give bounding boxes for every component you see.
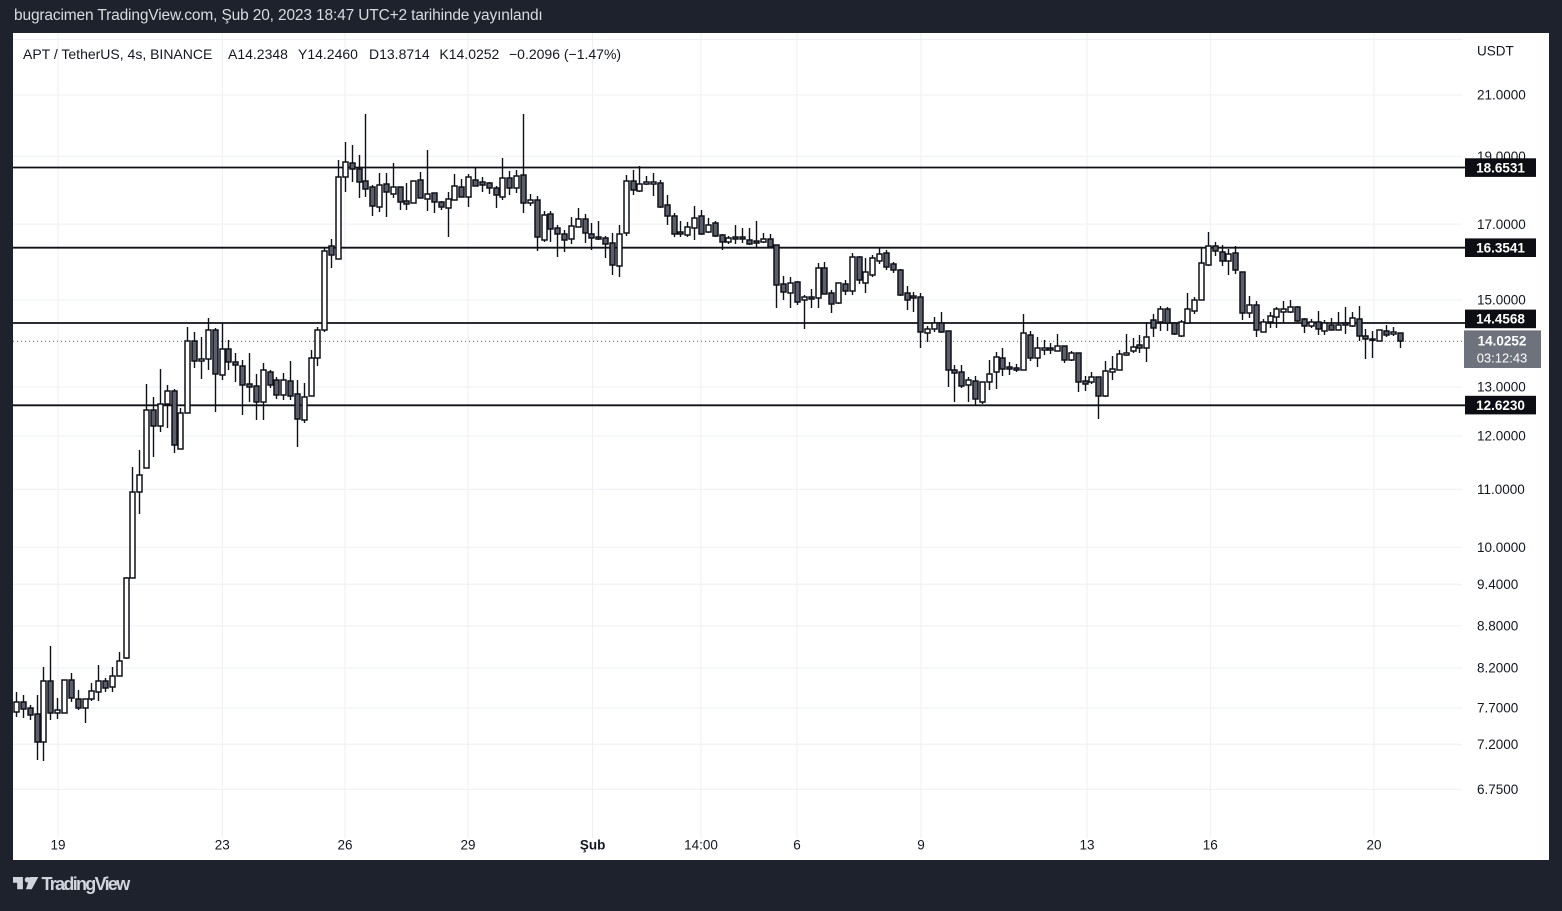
svg-text:7.2000: 7.2000 [1477, 737, 1518, 752]
svg-text:16.3541: 16.3541 [1476, 241, 1525, 256]
svg-text:APT / TetherUS, 4s, BINANCE: APT / TetherUS, 4s, BINANCE [23, 46, 212, 62]
svg-text:6: 6 [793, 838, 801, 853]
svg-text:6.7500: 6.7500 [1477, 782, 1518, 797]
svg-text:13: 13 [1079, 838, 1094, 853]
svg-text:18.6531: 18.6531 [1476, 160, 1525, 175]
svg-text:USDT: USDT [1477, 44, 1514, 59]
svg-text:12.6230: 12.6230 [1476, 398, 1525, 413]
svg-text:14.4568: 14.4568 [1476, 312, 1525, 327]
svg-text:D13.8714: D13.8714 [369, 46, 430, 62]
svg-text:7.7000: 7.7000 [1477, 701, 1518, 716]
svg-text:14:00: 14:00 [684, 838, 718, 853]
svg-text:13.0000: 13.0000 [1477, 380, 1526, 395]
svg-text:16: 16 [1203, 838, 1218, 853]
svg-text:29: 29 [460, 838, 475, 853]
svg-text:10.0000: 10.0000 [1477, 540, 1526, 555]
svg-text:23: 23 [215, 838, 230, 853]
svg-text:20: 20 [1366, 838, 1381, 853]
svg-text:9.4000: 9.4000 [1477, 577, 1518, 592]
svg-text:12.0000: 12.0000 [1477, 429, 1526, 444]
svg-text:15.0000: 15.0000 [1477, 293, 1526, 308]
svg-text:Y14.2460: Y14.2460 [298, 46, 358, 62]
svg-text:8.2000: 8.2000 [1477, 661, 1518, 676]
svg-text:8.8000: 8.8000 [1477, 619, 1518, 634]
svg-text:26: 26 [337, 838, 352, 853]
svg-text:9: 9 [917, 838, 925, 853]
svg-text:11.0000: 11.0000 [1477, 482, 1525, 497]
svg-text:A14.2348: A14.2348 [228, 46, 288, 62]
svg-text:Şub: Şub [580, 838, 606, 853]
svg-text:03:12:43: 03:12:43 [1477, 351, 1528, 366]
svg-text:14.0252: 14.0252 [1478, 334, 1527, 349]
svg-text:−0.2096 (−1.47%): −0.2096 (−1.47%) [509, 46, 621, 62]
svg-text:19: 19 [50, 838, 65, 853]
svg-text:21.0000: 21.0000 [1477, 88, 1526, 103]
svg-text:K14.0252: K14.0252 [439, 46, 499, 62]
svg-text:17.0000: 17.0000 [1477, 217, 1526, 232]
